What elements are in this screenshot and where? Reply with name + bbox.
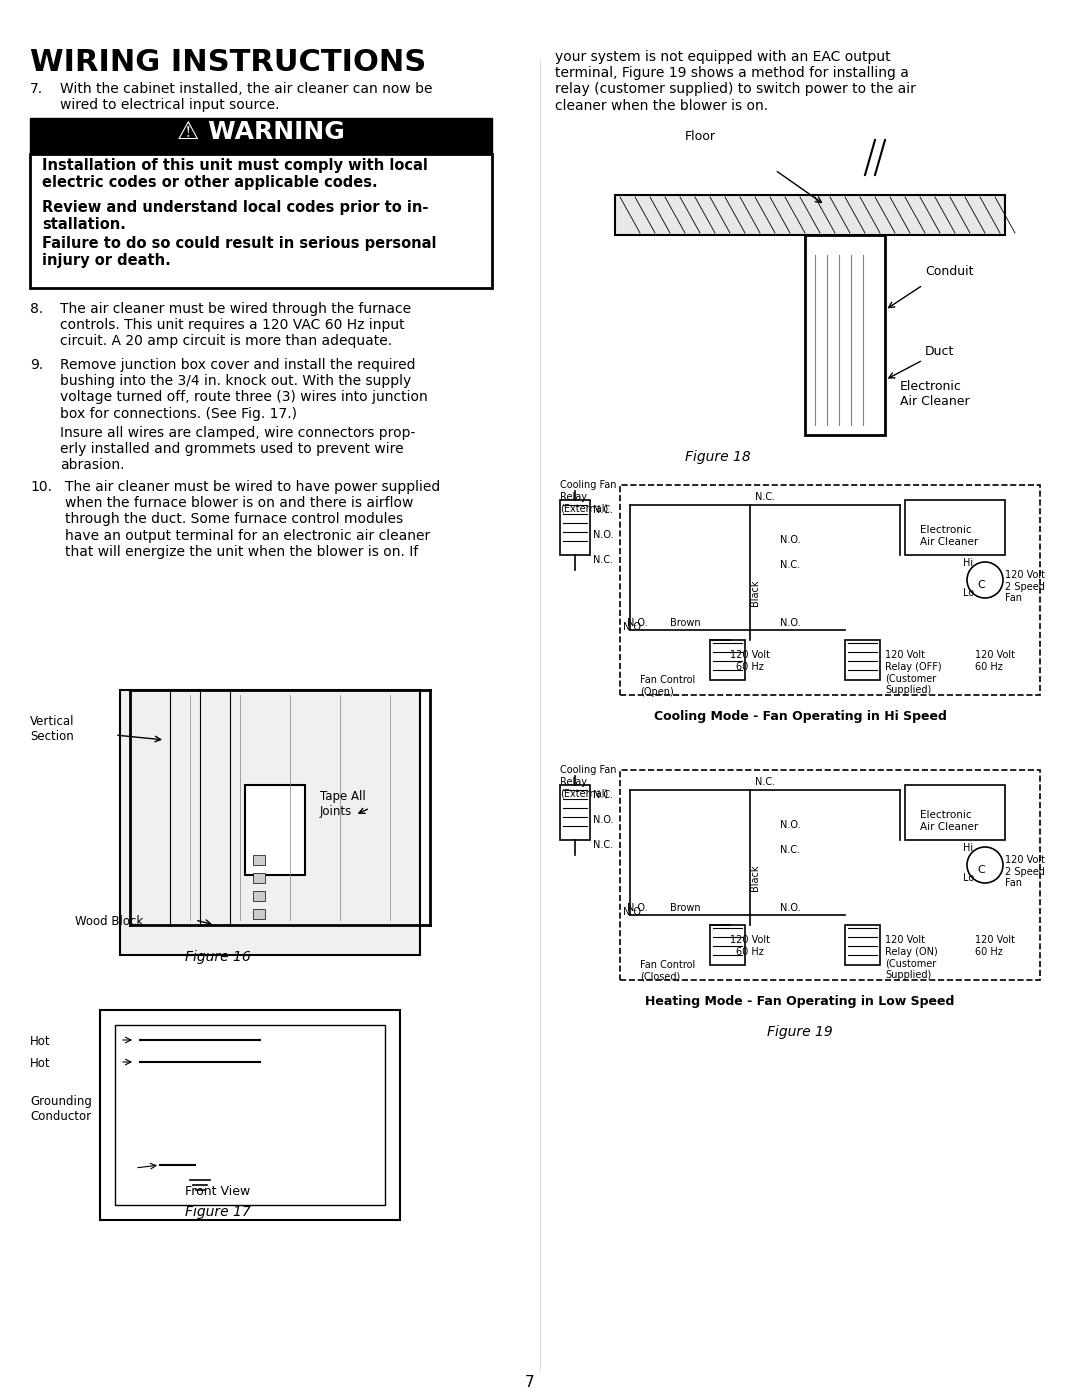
Text: ⚠ WARNING: ⚠ WARNING <box>177 120 345 144</box>
Text: Floor: Floor <box>685 130 716 142</box>
Text: N.O.: N.O. <box>780 902 800 914</box>
Text: WIRING INSTRUCTIONS: WIRING INSTRUCTIONS <box>30 47 427 77</box>
Text: Electronic
Air Cleaner: Electronic Air Cleaner <box>920 810 978 831</box>
Bar <box>245 785 305 875</box>
Text: Grounding
Conductor: Grounding Conductor <box>30 1095 92 1123</box>
Bar <box>615 196 1005 235</box>
Bar <box>253 873 265 883</box>
Text: 8.: 8. <box>30 302 43 316</box>
Text: Hot: Hot <box>30 1058 51 1070</box>
Bar <box>100 1010 400 1220</box>
Text: Fan Control
(Closed): Fan Control (Closed) <box>640 960 696 982</box>
Bar <box>561 785 590 840</box>
Text: The air cleaner must be wired to have power supplied
when the furnace blower is : The air cleaner must be wired to have po… <box>65 481 441 559</box>
Text: N.C.: N.C. <box>593 504 613 515</box>
Text: 7: 7 <box>525 1375 535 1390</box>
Circle shape <box>967 562 1003 598</box>
Text: N.C.: N.C. <box>593 840 613 849</box>
Text: Failure to do so could result in serious personal
injury or death.: Failure to do so could result in serious… <box>42 236 436 268</box>
Text: Black: Black <box>750 580 760 606</box>
Text: N.O.: N.O. <box>780 617 800 629</box>
Text: N.O.: N.O. <box>627 902 648 914</box>
Text: Electronic
Air Cleaner: Electronic Air Cleaner <box>920 525 978 546</box>
Text: Conduit: Conduit <box>924 265 973 278</box>
Text: Cooling Fan
Relay
(External): Cooling Fan Relay (External) <box>561 481 617 513</box>
Bar <box>30 154 492 288</box>
Bar <box>30 117 492 154</box>
Text: Hi: Hi <box>963 842 973 854</box>
Bar <box>120 690 420 956</box>
Text: 120 Volt
60 Hz: 120 Volt 60 Hz <box>975 935 1015 957</box>
Text: 9.: 9. <box>30 358 43 372</box>
Text: Heating Mode - Fan Operating in Low Speed: Heating Mode - Fan Operating in Low Spee… <box>646 995 955 1009</box>
Bar <box>620 770 1040 981</box>
Text: The air cleaner must be wired through the furnace
controls. This unit requires a: The air cleaner must be wired through th… <box>60 302 411 348</box>
Text: Black: Black <box>750 865 760 891</box>
Text: Cooling Mode - Fan Operating in Hi Speed: Cooling Mode - Fan Operating in Hi Speed <box>653 710 946 724</box>
Text: 10.: 10. <box>30 481 52 495</box>
Bar <box>620 485 1040 694</box>
Text: 7.: 7. <box>30 82 43 96</box>
Text: Figure 16: Figure 16 <box>185 950 251 964</box>
Text: Figure 17: Figure 17 <box>185 1206 251 1220</box>
Text: Review and understand local codes prior to in-
stallation.: Review and understand local codes prior … <box>42 200 429 232</box>
Text: 120 Volt
Relay (OFF)
(Customer
Supplied): 120 Volt Relay (OFF) (Customer Supplied) <box>885 650 942 694</box>
Text: Hot: Hot <box>30 1035 51 1048</box>
Bar <box>905 785 1005 840</box>
Text: Lo: Lo <box>963 873 974 883</box>
Text: 120 Volt
2 Speed
Fan: 120 Volt 2 Speed Fan <box>1005 855 1045 888</box>
Text: C: C <box>977 865 985 875</box>
Text: N.O.: N.O. <box>780 820 800 830</box>
Text: N.C.: N.C. <box>755 777 775 787</box>
Text: N.O.: N.O. <box>627 617 648 629</box>
Text: Hi: Hi <box>963 557 973 569</box>
Text: 120 Volt
60 Hz: 120 Volt 60 Hz <box>975 650 1015 672</box>
Text: 120 Volt
60 Hz: 120 Volt 60 Hz <box>730 935 770 957</box>
Text: Cooling Fan
Relay
(External): Cooling Fan Relay (External) <box>561 766 617 798</box>
Text: Duct: Duct <box>924 345 955 358</box>
Bar <box>253 855 265 865</box>
Text: Wood Block: Wood Block <box>75 915 144 928</box>
Bar <box>845 640 880 680</box>
Text: 120 Volt
2 Speed
Fan: 120 Volt 2 Speed Fan <box>1005 570 1045 604</box>
Bar <box>114 1025 384 1206</box>
Text: 120 Volt
60 Hz: 120 Volt 60 Hz <box>730 650 770 672</box>
Text: Figure 18: Figure 18 <box>685 450 751 464</box>
Text: N.O.: N.O. <box>623 622 644 631</box>
Text: N.O.: N.O. <box>780 535 800 545</box>
Bar <box>253 891 265 901</box>
Text: Figure 19: Figure 19 <box>767 1025 833 1039</box>
Bar <box>805 235 885 434</box>
Text: N.C.: N.C. <box>593 555 613 564</box>
Bar <box>845 925 880 965</box>
Text: N.C.: N.C. <box>593 789 613 800</box>
Bar <box>710 640 745 680</box>
Text: Electronic
Air Cleaner: Electronic Air Cleaner <box>900 380 970 408</box>
Text: Brown: Brown <box>670 617 701 629</box>
Text: N.C.: N.C. <box>780 845 800 855</box>
Text: Remove junction box cover and install the required
bushing into the 3/4 in. knoc: Remove junction box cover and install th… <box>60 358 428 420</box>
Bar <box>253 909 265 919</box>
Text: N.O.: N.O. <box>623 907 644 916</box>
Text: C: C <box>977 580 985 590</box>
Text: Fan Control
(Open): Fan Control (Open) <box>640 675 696 697</box>
Bar <box>561 500 590 555</box>
Text: With the cabinet installed, the air cleaner can now be
wired to electrical input: With the cabinet installed, the air clea… <box>60 82 432 112</box>
Text: Lo: Lo <box>963 588 974 598</box>
Text: Vertical
Section: Vertical Section <box>30 715 75 743</box>
Text: Insure all wires are clamped, wire connectors prop-
erly installed and grommets : Insure all wires are clamped, wire conne… <box>60 426 416 472</box>
Text: Front View: Front View <box>185 1185 251 1199</box>
Text: N.O.: N.O. <box>593 529 613 541</box>
Text: N.C.: N.C. <box>755 492 775 502</box>
Text: your system is not equipped with an EAC output
terminal, Figure 19 shows a metho: your system is not equipped with an EAC … <box>555 50 916 113</box>
Circle shape <box>967 847 1003 883</box>
Text: Brown: Brown <box>670 902 701 914</box>
Bar <box>905 500 1005 555</box>
Text: Installation of this unit must comply with local
electric codes or other applica: Installation of this unit must comply wi… <box>42 158 428 190</box>
Bar <box>710 925 745 965</box>
Text: 120 Volt
Relay (ON)
(Customer
Supplied): 120 Volt Relay (ON) (Customer Supplied) <box>885 935 937 979</box>
Text: Tape All
Joints: Tape All Joints <box>320 789 366 819</box>
Text: N.C.: N.C. <box>780 560 800 570</box>
Text: N.O.: N.O. <box>593 814 613 826</box>
